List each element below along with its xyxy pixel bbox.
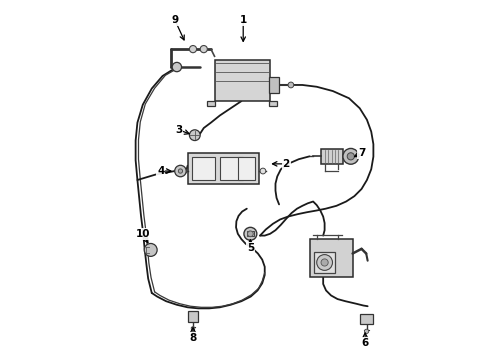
Text: 6: 6 (362, 338, 369, 348)
Bar (321, 149, 343, 164)
Bar (238, 157, 255, 180)
Circle shape (191, 327, 195, 330)
Bar (192, 157, 215, 180)
Bar (188, 153, 259, 184)
Circle shape (190, 130, 200, 140)
Circle shape (288, 82, 294, 88)
Circle shape (365, 329, 368, 333)
Circle shape (190, 45, 196, 53)
Circle shape (321, 259, 328, 266)
Bar (215, 60, 270, 101)
Circle shape (260, 168, 266, 174)
Text: 4: 4 (157, 166, 165, 176)
Bar (314, 252, 335, 273)
Text: 3: 3 (175, 125, 182, 135)
Polygon shape (270, 101, 277, 107)
Text: 9: 9 (172, 15, 179, 26)
Bar (188, 311, 197, 321)
Bar (247, 231, 254, 236)
Bar (310, 239, 353, 277)
Circle shape (347, 153, 354, 160)
Bar (360, 314, 373, 324)
Bar (220, 157, 243, 180)
Circle shape (178, 169, 183, 173)
Text: 7: 7 (358, 148, 365, 158)
Bar (270, 77, 279, 93)
Circle shape (200, 45, 207, 53)
Circle shape (244, 227, 257, 240)
Text: 2: 2 (283, 159, 290, 169)
Circle shape (172, 62, 181, 72)
Circle shape (247, 231, 253, 237)
Circle shape (181, 168, 187, 174)
Text: 10: 10 (136, 229, 150, 239)
Text: 8: 8 (189, 333, 196, 343)
Text: 5: 5 (247, 243, 254, 253)
Polygon shape (207, 101, 215, 107)
Circle shape (144, 243, 157, 256)
Circle shape (317, 255, 333, 270)
Circle shape (175, 165, 186, 177)
Circle shape (343, 148, 359, 164)
Text: 1: 1 (240, 15, 247, 26)
